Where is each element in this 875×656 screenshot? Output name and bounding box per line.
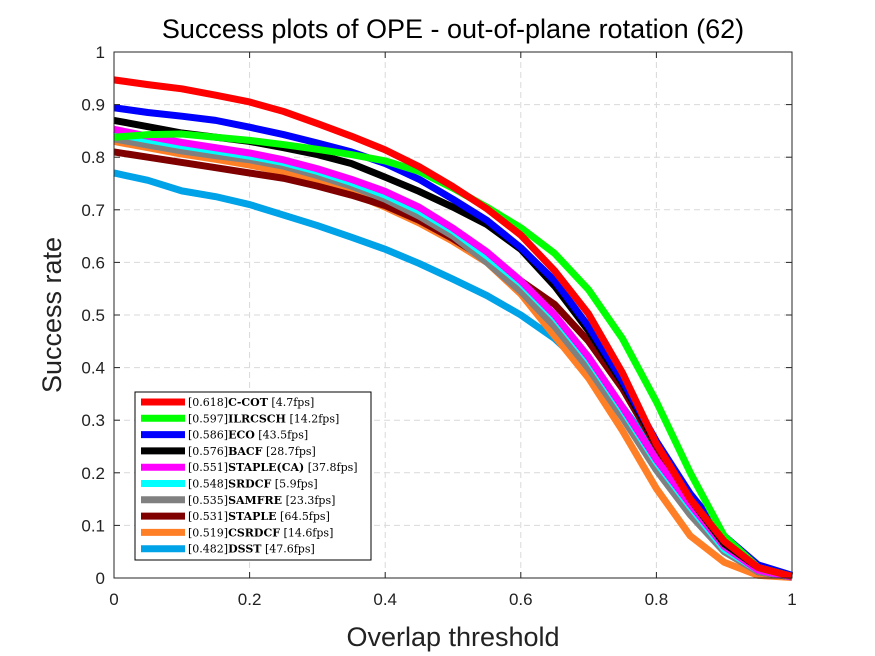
plot-area: 0 0.2 0.4 0.6 0.8 1 0 0.1 0.2 0.3 0.4 0.5 0.6 0.7 0.8 0… [81, 43, 796, 609]
legend-fps: [28.7fps] [262, 445, 315, 458]
x-axis-label: Overlap threshold [346, 622, 559, 652]
y-tick-label: 0 [96, 569, 105, 588]
legend-entry-bacf: [0.576]BACF [28.7fps] [188, 445, 316, 458]
x-tick-label: 0.4 [373, 590, 397, 609]
x-tick-label: 0 [109, 590, 118, 609]
x-tick-label: 0.8 [645, 590, 669, 609]
legend-name: BACF [228, 445, 263, 458]
legend-name: STAPLE [228, 510, 276, 523]
legend-entry-staple: [0.531]STAPLE [64.5fps] [188, 510, 330, 523]
series-line-staple-ca- [113, 125, 793, 581]
series-line-samfre [113, 135, 793, 581]
legend-fps: [23.3fps] [282, 494, 335, 507]
y-tick-label: 0.6 [81, 253, 105, 272]
series-lines [113, 76, 794, 581]
y-tick-label: 0.8 [81, 148, 105, 167]
y-tick-label: 0.7 [81, 201, 105, 220]
x-tick-label: 0.2 [238, 590, 262, 609]
legend-fps: [43.5fps] [255, 429, 308, 442]
y-tick-label: 0.3 [81, 411, 105, 430]
legend-fps: [4.7fps] [268, 396, 314, 409]
legend-score: [0.597] [188, 412, 228, 425]
legend-name: C-COT [228, 396, 269, 409]
chart-title: Success plots of OPE - out-of-plane rota… [162, 14, 744, 44]
legend-score: [0.482] [188, 543, 228, 556]
legend-score: [0.618] [188, 396, 228, 409]
legend-score: [0.576] [188, 445, 228, 458]
legend-fps: [47.6fps] [261, 543, 314, 556]
y-tick-label: 0.5 [81, 306, 105, 325]
legend-name: DSST [228, 543, 262, 556]
legend-score: [0.531] [188, 510, 228, 523]
legend-entry-srdcf: [0.548]SRDCF [5.9fps] [188, 478, 318, 491]
y-tick-label: 0.4 [81, 359, 105, 378]
legend-name: STAPLE(CA) [228, 461, 304, 474]
legend-entry-samfre: [0.535]SAMFRE [23.3fps] [188, 494, 335, 507]
legend: [0.618]C-COT [4.7fps] [0.597]ILRCSCH [14.… [134, 391, 372, 561]
legend-entry-ilrcsch: [0.597]ILRCSCH [14.2fps] [188, 412, 339, 425]
legend-entry-eco: [0.586]ECO [43.5fps] [188, 429, 308, 442]
legend-score: [0.519] [188, 526, 228, 539]
legend-score: [0.586] [188, 429, 228, 442]
legend-entry-staple-ca-: [0.551]STAPLE(CA) [37.8fps] [188, 461, 358, 474]
y-axis-label: Success rate [37, 237, 67, 393]
legend-name: CSRDCF [228, 526, 280, 539]
y-tick-label: 0.9 [81, 96, 105, 115]
legend-fps: [37.8fps] [304, 461, 357, 474]
y-tick-label: 0.2 [81, 464, 105, 483]
legend-fps: [64.5fps] [277, 510, 330, 523]
legend-fps: [14.6fps] [280, 526, 333, 539]
legend-entry-dsst: [0.482]DSST [47.6fps] [188, 543, 315, 556]
legend-entry-c-cot: [0.618]C-COT [4.7fps] [188, 396, 314, 409]
legend-fps: [14.2fps] [286, 412, 339, 425]
legend-fps: [5.9fps] [271, 478, 317, 491]
legend-score: [0.548] [188, 478, 228, 491]
legend-score: [0.551] [188, 461, 228, 474]
y-tick-label: 0.1 [81, 516, 105, 535]
legend-name: ILRCSCH [228, 412, 286, 425]
legend-name: SAMFRE [228, 494, 282, 507]
x-tick-label: 1 [787, 590, 796, 609]
legend-entry-csrdcf: [0.519]CSRDCF [14.6fps] [188, 526, 333, 539]
x-tick-label: 0.6 [509, 590, 533, 609]
y-tick-label: 1 [96, 43, 105, 62]
legend-name: SRDCF [228, 478, 271, 491]
legend-name: ECO [228, 429, 255, 442]
series-line-c-cot [113, 76, 793, 580]
legend-score: [0.535] [188, 494, 228, 507]
